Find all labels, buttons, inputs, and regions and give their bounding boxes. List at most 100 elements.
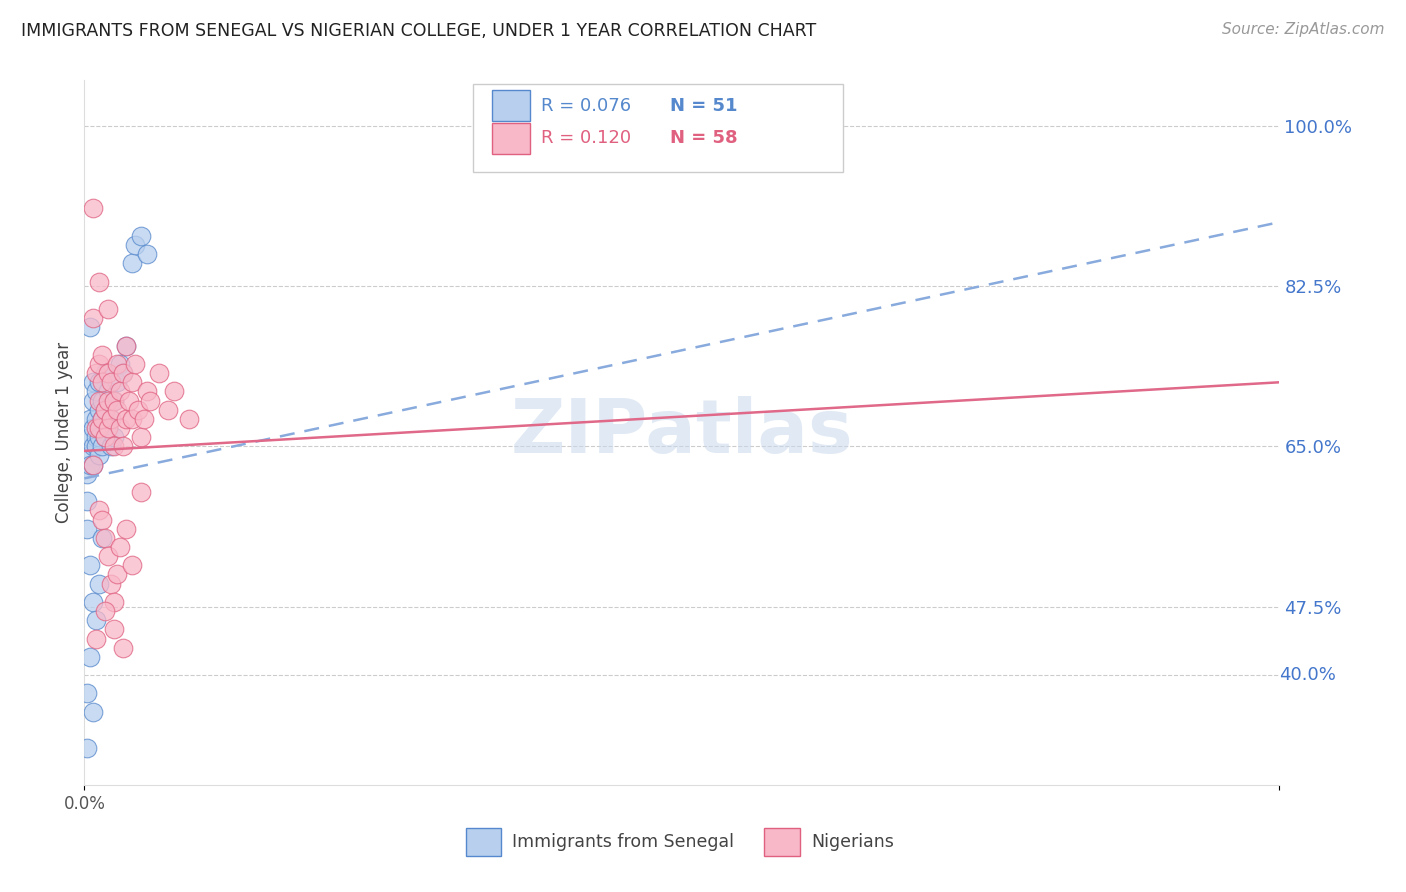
- Point: [121, 412, 143, 426]
- FancyBboxPatch shape: [492, 90, 530, 121]
- Point: [89, 357, 111, 371]
- Point: [100, 439, 122, 453]
- Point: [97, 366, 120, 380]
- Point: [82, 458, 104, 472]
- Point: [112, 640, 135, 655]
- Point: [97, 301, 120, 316]
- Point: [86, 412, 108, 426]
- Point: [148, 366, 170, 380]
- Point: [79, 558, 101, 573]
- Text: R = 0.120: R = 0.120: [541, 129, 631, 147]
- Point: [86, 430, 108, 444]
- Point: [76, 467, 98, 481]
- Point: [103, 623, 125, 637]
- Point: [100, 412, 122, 426]
- Point: [177, 412, 200, 426]
- Text: N = 51: N = 51: [671, 96, 738, 115]
- Point: [89, 421, 111, 435]
- Point: [121, 376, 143, 390]
- Text: IMMIGRANTS FROM SENEGAL VS NIGERIAN COLLEGE, UNDER 1 YEAR CORRELATION CHART: IMMIGRANTS FROM SENEGAL VS NIGERIAN COLL…: [21, 22, 817, 40]
- Point: [115, 339, 138, 353]
- Point: [89, 393, 111, 408]
- Point: [86, 366, 108, 380]
- Point: [89, 421, 111, 435]
- Point: [89, 430, 111, 444]
- Point: [82, 705, 104, 719]
- Text: N = 58: N = 58: [671, 129, 738, 147]
- Text: ZIPatlas: ZIPatlas: [510, 396, 853, 469]
- Point: [94, 604, 117, 618]
- Point: [110, 357, 132, 371]
- Point: [103, 430, 125, 444]
- Point: [97, 421, 120, 435]
- Point: [100, 376, 122, 390]
- Point: [82, 202, 104, 216]
- Point: [89, 503, 111, 517]
- Point: [115, 522, 138, 536]
- Point: [76, 494, 98, 508]
- Point: [82, 421, 104, 435]
- Point: [76, 741, 98, 756]
- Point: [118, 393, 141, 408]
- Point: [132, 412, 156, 426]
- Point: [79, 449, 101, 463]
- Point: [105, 357, 128, 371]
- Point: [110, 384, 132, 399]
- FancyBboxPatch shape: [492, 122, 530, 153]
- Point: [105, 567, 128, 582]
- Point: [124, 357, 146, 371]
- Point: [127, 402, 149, 417]
- Point: [97, 384, 120, 399]
- FancyBboxPatch shape: [472, 84, 844, 172]
- Point: [94, 430, 117, 444]
- Point: [112, 439, 135, 453]
- Point: [91, 439, 114, 453]
- Point: [100, 412, 122, 426]
- Point: [97, 549, 120, 564]
- Point: [79, 412, 101, 426]
- Point: [91, 393, 114, 408]
- Point: [91, 376, 114, 390]
- Text: R = 0.076: R = 0.076: [541, 96, 631, 115]
- Point: [86, 421, 108, 435]
- Point: [103, 439, 125, 453]
- FancyBboxPatch shape: [465, 828, 502, 856]
- Point: [82, 595, 104, 609]
- Point: [105, 376, 128, 390]
- Point: [97, 421, 120, 435]
- Point: [79, 649, 101, 664]
- Text: Immigrants from Senegal: Immigrants from Senegal: [512, 833, 734, 851]
- Point: [136, 384, 159, 399]
- Point: [86, 613, 108, 627]
- Point: [139, 393, 162, 408]
- Point: [94, 430, 117, 444]
- Point: [89, 376, 111, 390]
- Point: [82, 376, 104, 390]
- Point: [163, 384, 186, 399]
- Point: [124, 238, 146, 252]
- Point: [94, 366, 117, 380]
- Point: [110, 421, 132, 435]
- FancyBboxPatch shape: [765, 828, 800, 856]
- Point: [89, 449, 111, 463]
- Point: [82, 458, 104, 472]
- Point: [129, 485, 152, 500]
- Point: [121, 558, 143, 573]
- Point: [94, 402, 117, 417]
- Point: [136, 247, 159, 261]
- Point: [89, 275, 111, 289]
- Point: [115, 412, 138, 426]
- Point: [79, 430, 101, 444]
- Point: [79, 320, 101, 334]
- Point: [76, 686, 98, 700]
- Point: [82, 439, 104, 453]
- Text: Nigerians: Nigerians: [811, 833, 894, 851]
- Point: [82, 311, 104, 326]
- Point: [86, 632, 108, 646]
- Point: [103, 393, 125, 408]
- Point: [112, 366, 135, 380]
- Text: Source: ZipAtlas.com: Source: ZipAtlas.com: [1222, 22, 1385, 37]
- Point: [94, 531, 117, 545]
- Point: [91, 412, 114, 426]
- Point: [100, 576, 122, 591]
